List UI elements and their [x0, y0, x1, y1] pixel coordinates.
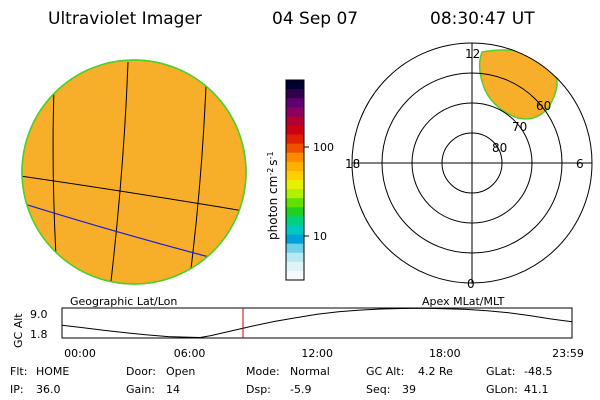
- colorbar-segment: [286, 234, 304, 245]
- colorbar-segment: [286, 134, 304, 145]
- altitude-xtick-1200: 12:00: [301, 347, 333, 360]
- mlt-label-12: 12: [465, 47, 480, 61]
- colorbar-segment: [286, 161, 304, 172]
- polar-plot: 12 18 6 0 80 70 60: [345, 42, 593, 291]
- altitude-ytick-9: 9.0: [30, 308, 48, 321]
- colorbar-segment: [286, 116, 304, 127]
- mlat-label-80: 80: [492, 141, 507, 155]
- mlt-label-18: 18: [345, 157, 360, 171]
- colorbar-label: photon cm-2s-1: [266, 151, 281, 240]
- altitude-ytick-1-8: 1.8: [30, 328, 48, 341]
- colorbar-segment: [286, 152, 304, 163]
- mlt-label-0: 0: [467, 277, 475, 291]
- status-gain-value: 14: [166, 383, 180, 396]
- mlt-label-6: 6: [576, 157, 584, 171]
- header-date: 04 Sep 07: [272, 9, 358, 29]
- header-time: 08:30:47 UT: [430, 9, 535, 29]
- status-dsp-label: Dsp:: [246, 383, 271, 396]
- instrument-title: Ultraviolet Imager: [48, 9, 202, 29]
- colorbar-segment: [286, 216, 304, 227]
- colorbar-segment: [286, 243, 304, 254]
- colorbar: 100 10 photon cm-2s-1: [266, 79, 334, 281]
- altitude-xtick-2359: 23:59: [552, 347, 584, 360]
- colorbar-segment: [286, 143, 304, 154]
- status-gcalt-value: 4.2 Re: [418, 365, 453, 378]
- status-dsp-value: -5.9: [290, 383, 311, 396]
- colorbar-segment: [286, 125, 304, 136]
- status-glat-value: -48.5: [524, 365, 552, 378]
- colorbar-segment: [286, 270, 304, 281]
- geo-panel-label: Geographic Lat/Lon: [70, 295, 177, 308]
- geographic-disk: [21, 59, 247, 285]
- mlat-label-60: 60: [536, 99, 551, 113]
- altitude-axis-label: GC Alt: [12, 313, 25, 348]
- colorbar-segment: [286, 225, 304, 236]
- colorbar-segment: [286, 189, 304, 199]
- colorbar-frame: [285, 79, 305, 281]
- colorbar-tick-100: 100: [313, 141, 334, 154]
- colorbar-segment: [286, 89, 304, 99]
- altitude-xtick-0000: 00:00: [64, 347, 96, 360]
- colorbar-segment: [286, 261, 304, 272]
- altitude-plot-frame: [61, 307, 573, 339]
- colorbar-segment: [286, 107, 304, 117]
- colorbar-segment: [286, 198, 304, 208]
- status-seq-label: Seq:: [366, 383, 390, 396]
- status-mode-value: Normal: [290, 365, 330, 378]
- colorbar-segment: [286, 80, 304, 90]
- colorbar-segment: [286, 170, 304, 181]
- colorbar-segment: [286, 207, 304, 217]
- status-readout: Flt: HOME IP: 36.0 Door: Open Gain: 14 M…: [10, 365, 552, 396]
- status-flt-value: HOME: [36, 365, 69, 378]
- colorbar-tick-10: 10: [313, 230, 327, 243]
- altitude-plot: GC Alt 9.0 1.8 00:00 06:00 12:00 18:00 2…: [12, 307, 584, 360]
- status-seq-value: 39: [402, 383, 416, 396]
- status-glon-value: 41.1: [524, 383, 549, 396]
- status-flt-label: Flt:: [10, 365, 27, 378]
- status-door-value: Open: [166, 365, 195, 378]
- colorbar-segment: [286, 98, 304, 108]
- status-gain-label: Gain:: [126, 383, 155, 396]
- status-ip-value: 36.0: [36, 383, 61, 396]
- polar-panel-label: Apex MLat/MLT: [422, 295, 505, 308]
- disk-noise: [22, 60, 246, 284]
- status-gcalt-label: GC Alt:: [366, 365, 404, 378]
- altitude-xtick-1800: 18:00: [429, 347, 461, 360]
- mlat-label-70: 70: [512, 120, 527, 134]
- status-glat-label: GLat:: [486, 365, 515, 378]
- status-ip-label: IP:: [10, 383, 24, 396]
- status-mode-label: Mode:: [246, 365, 280, 378]
- altitude-curve: [61, 307, 573, 339]
- status-glon-label: GLon:: [486, 383, 518, 396]
- altitude-xtick-0600: 06:00: [174, 347, 206, 360]
- colorbar-segment: [286, 252, 304, 263]
- status-door-label: Door:: [126, 365, 156, 378]
- colorbar-segment: [286, 180, 304, 190]
